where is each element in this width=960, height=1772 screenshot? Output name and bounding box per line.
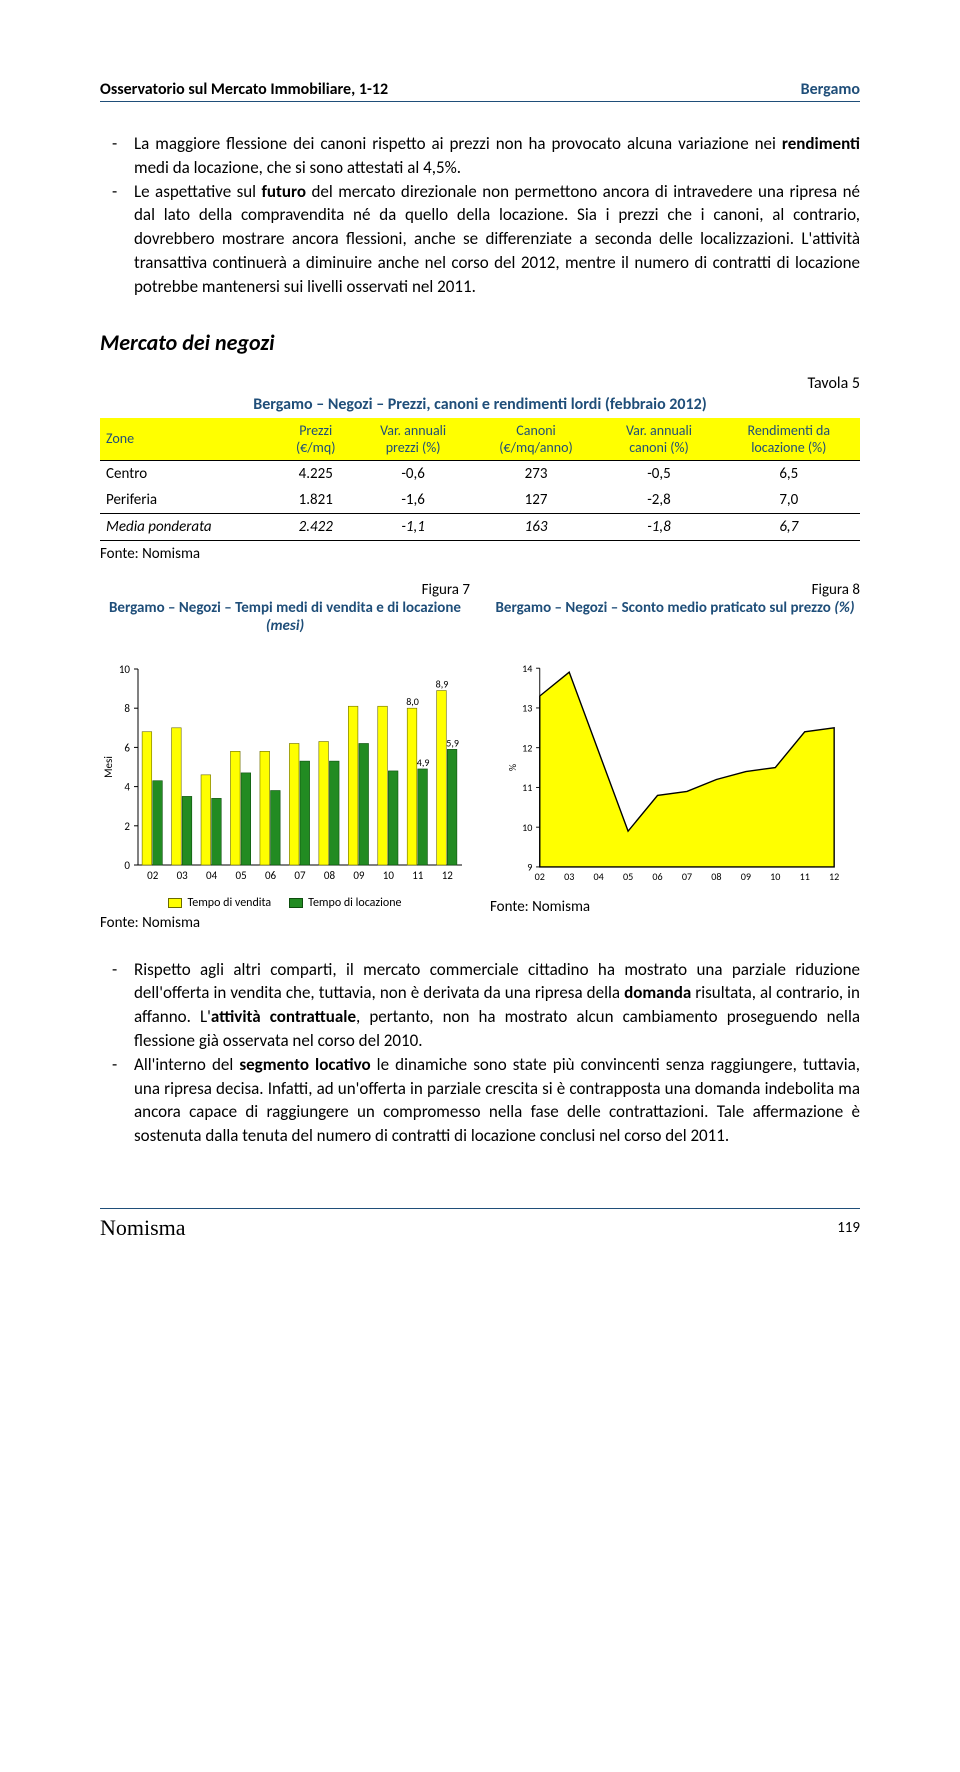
figure-7-label: Figura 7	[100, 581, 470, 599]
table-row: Periferia1.821-1,6127-2,87,0	[100, 487, 860, 514]
svg-text:13: 13	[522, 701, 532, 714]
svg-text:04: 04	[206, 869, 218, 882]
svg-text:03: 03	[564, 869, 574, 882]
table-row: Media ponderata2.422-1,1163-1,86,7	[100, 513, 860, 540]
svg-text:11: 11	[522, 781, 532, 794]
header-right: Bergamo	[801, 80, 860, 99]
figure-8-label: Figura 8	[490, 581, 860, 599]
svg-text:0: 0	[124, 859, 130, 872]
table-header: Zone	[100, 418, 277, 461]
svg-text:12: 12	[522, 741, 532, 754]
table-cell: -1,6	[354, 487, 471, 514]
svg-text:10: 10	[522, 820, 532, 833]
svg-text:8: 8	[124, 702, 130, 715]
paragraph-4: All'interno del segmento locativo le din…	[100, 1053, 860, 1148]
table-cell: Media ponderata	[100, 513, 277, 540]
table-header: Var. annualiprezzi (%)	[354, 418, 471, 461]
svg-text:06: 06	[265, 869, 277, 882]
table-cell: 4.225	[277, 460, 355, 487]
svg-text:5,9: 5,9	[446, 736, 459, 749]
svg-text:08: 08	[711, 869, 721, 882]
figure-7-chart: 0246810Mesi02030405060708091011128,08,94…	[100, 659, 470, 889]
page-header: Osservatorio sul Mercato Immobiliare, 1-…	[100, 80, 860, 102]
intro-paragraphs: La maggiore flessione dei canoni rispett…	[100, 132, 860, 299]
figure-8-container: Figura 8 Bergamo – Negozi – Sconto medio…	[490, 581, 860, 932]
table-cell: -0,6	[354, 460, 471, 487]
svg-text:12: 12	[829, 869, 839, 882]
table-source: Fonte: Nomisma	[100, 545, 860, 563]
figure-7-source: Fonte: Nomisma	[100, 914, 470, 932]
paragraph-2: Le aspettative sul futuro del mercato di…	[100, 180, 860, 299]
table-row: Centro4.225-0,6273-0,56,5	[100, 460, 860, 487]
svg-text:10: 10	[770, 869, 780, 882]
table-cell: -2,8	[600, 487, 717, 514]
table-cell: -0,5	[600, 460, 717, 487]
table-cell: 6,5	[718, 460, 860, 487]
figure-7-title: Bergamo – Negozi – Tempi medi di vendita…	[100, 599, 470, 655]
svg-text:2: 2	[124, 819, 130, 832]
svg-text:6: 6	[124, 741, 130, 754]
table-cell: 2.422	[277, 513, 355, 540]
header-left: Osservatorio sul Mercato Immobiliare, 1-…	[100, 80, 388, 99]
svg-text:03: 03	[177, 869, 189, 882]
figure-7-legend: Tempo di vendita Tempo di locazione	[100, 896, 470, 910]
svg-text:10: 10	[119, 663, 131, 676]
svg-text:06: 06	[652, 869, 662, 882]
svg-text:05: 05	[236, 869, 247, 882]
table-cell: -1,8	[600, 513, 717, 540]
table-cell: Centro	[100, 460, 277, 487]
data-table: ZonePrezzi(€/mq)Var. annualiprezzi (%)Ca…	[100, 418, 860, 541]
table-header: Prezzi(€/mq)	[277, 418, 355, 461]
svg-text:04: 04	[594, 869, 604, 882]
table-title: Bergamo – Negozi – Prezzi, canoni e rend…	[100, 395, 860, 414]
table-cell: 163	[472, 513, 601, 540]
svg-text:Mesi: Mesi	[102, 756, 115, 778]
svg-text:8,9: 8,9	[436, 677, 449, 690]
svg-text:11: 11	[412, 869, 424, 882]
figure-7-container: Figura 7 Bergamo – Negozi – Tempi medi d…	[100, 581, 470, 932]
svg-text:11: 11	[800, 869, 810, 882]
svg-text:08: 08	[324, 869, 336, 882]
page-footer: Nomisma 119	[100, 1208, 860, 1241]
legend-item: Tempo di locazione	[289, 896, 401, 910]
svg-text:4: 4	[124, 780, 130, 793]
figure-8-title: Bergamo – Negozi – Sconto medio praticat…	[490, 599, 860, 655]
table-header: Rendimenti dalocazione (%)	[718, 418, 860, 461]
svg-text:07: 07	[682, 869, 692, 882]
table-cell: 6,7	[718, 513, 860, 540]
table-header: Canoni(€/mq/anno)	[472, 418, 601, 461]
table-cell: 127	[472, 487, 601, 514]
svg-text:02: 02	[147, 869, 159, 882]
legend-item: Tempo di vendita	[168, 896, 271, 910]
svg-text:%: %	[506, 764, 519, 771]
svg-text:9: 9	[527, 860, 532, 873]
figure-8-chart: 9 10 11 12 13 14% 02 03 04 05 06 07 08 09 10 11 12	[490, 659, 860, 889]
svg-text:8,0: 8,0	[406, 695, 419, 708]
table-cell: -1,1	[354, 513, 471, 540]
svg-text:10: 10	[383, 869, 395, 882]
closing-paragraphs: Rispetto agli altri comparti, il mercato…	[100, 958, 860, 1148]
footer-page-number: 119	[837, 1219, 860, 1237]
tavola-label: Tavola 5	[100, 374, 860, 393]
section-title: Mercato dei negozi	[100, 329, 860, 356]
table-cell: Periferia	[100, 487, 277, 514]
svg-text:09: 09	[741, 869, 751, 882]
table-header: Var. annualicanoni (%)	[600, 418, 717, 461]
table-cell: 1.821	[277, 487, 355, 514]
paragraph-1: La maggiore flessione dei canoni rispett…	[100, 132, 860, 180]
table-cell: 273	[472, 460, 601, 487]
svg-text:02: 02	[535, 869, 545, 882]
svg-text:4,9: 4,9	[417, 756, 430, 769]
svg-text:12: 12	[442, 869, 454, 882]
table-cell: 7,0	[718, 487, 860, 514]
svg-text:09: 09	[353, 869, 365, 882]
paragraph-3: Rispetto agli altri comparti, il mercato…	[100, 958, 860, 1053]
footer-logo: Nomisma	[100, 1215, 186, 1241]
svg-text:14: 14	[522, 661, 532, 674]
svg-text:07: 07	[294, 869, 306, 882]
figure-8-source: Fonte: Nomisma	[490, 898, 860, 916]
svg-text:05: 05	[623, 869, 633, 882]
